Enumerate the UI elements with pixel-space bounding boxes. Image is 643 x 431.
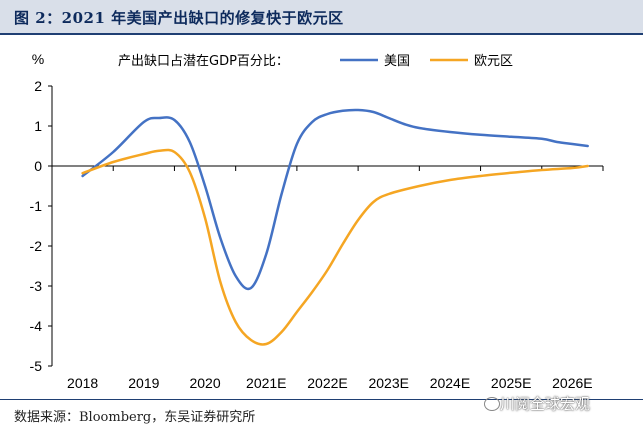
y-axis-label: % [32,51,44,67]
y-tick-label: -1 [30,198,43,214]
x-tick-label: 2025E [491,375,531,391]
y-tick-label: 1 [34,118,42,134]
x-tick-label: 2020 [189,375,220,391]
x-tick-label: 2023E [368,375,408,391]
legend-title: 产出缺口占潜在GDP百分比： [118,54,289,69]
x-tick-label: 2021E [246,375,286,391]
bottom-rule [0,399,643,400]
y-tick-label: -3 [30,278,43,294]
legend-entry: 欧元区 [474,54,513,69]
y-tick-label: 2 [34,78,42,94]
x-tick-label: 2018 [67,375,98,391]
x-tick-label: 2024E [430,375,470,391]
top-rule [0,33,643,35]
legend-entry: 美国 [384,54,410,69]
series-line-eurozone [81,148,589,346]
y-tick-label: -2 [30,238,43,254]
chart-axes: -5 -4 -3 -2 -1 0 1 2% 2018 2019 2020 2021E 2022E 2023… [30,51,604,391]
data-source: 数据来源：Bloomberg，东吴证券研究所 [14,410,256,425]
figure-title: 图 2：2021 年美国产出缺口的修复快于欧元区 [0,0,643,33]
y-tick-label: -5 [30,358,43,374]
watermark: 川阅全球宏观 [500,395,591,413]
wechat-logo-icon [484,397,500,411]
chart-series [81,108,589,346]
x-tick-label: 2022E [307,375,347,391]
x-tick-label: 2019 [128,375,159,391]
output-gap-chart: -5 -4 -3 -2 -1 0 1 2% 2018 2019 2020 2021E 2022E 2023… [30,51,604,391]
chart-legend: 产出缺口占潜在GDP百分比： 美国 欧元区 [118,54,513,69]
series-line-us [81,108,589,291]
y-tick-label: 0 [34,158,42,174]
y-tick-label: -4 [30,318,43,334]
x-tick-label: 2026E [552,375,592,391]
